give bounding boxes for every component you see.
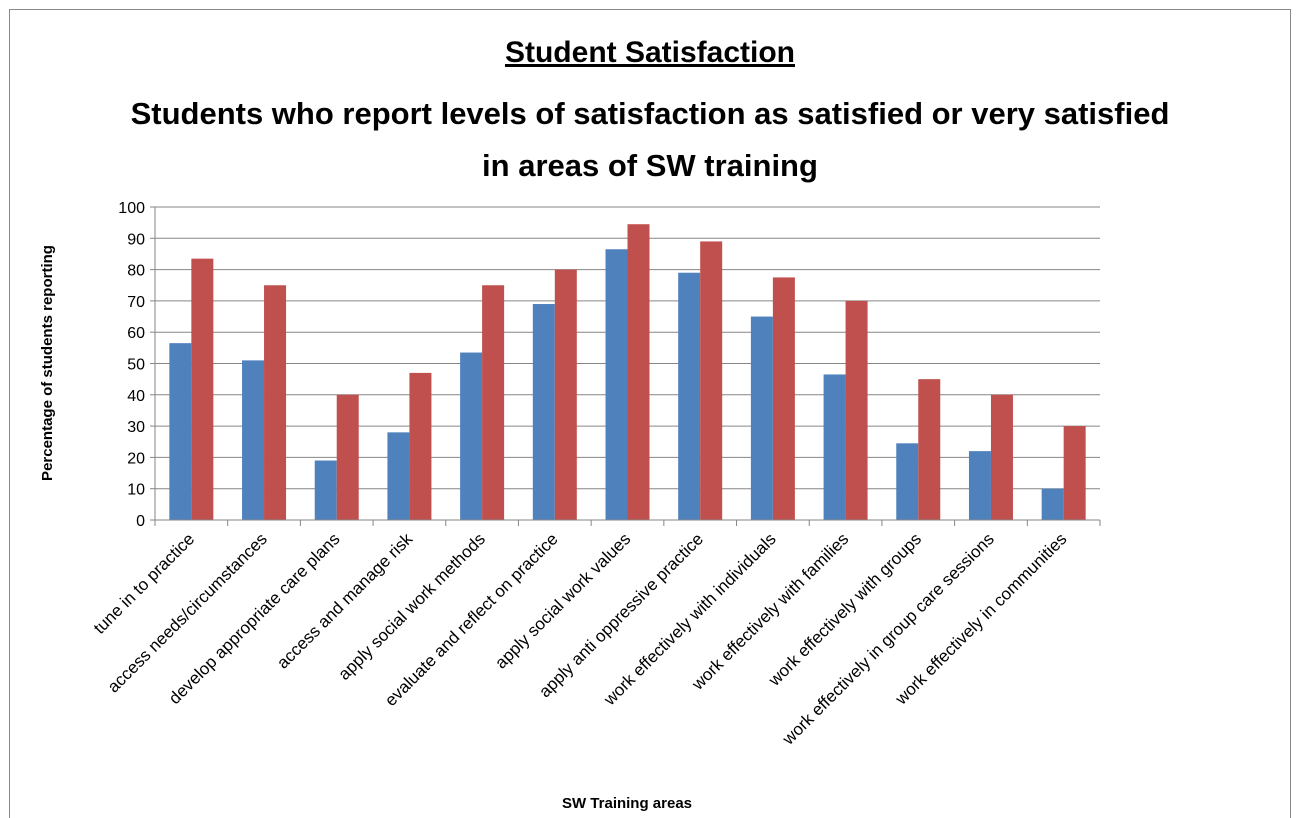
y-tick-label: 60 bbox=[127, 325, 145, 342]
chart-subtitle: Students who report levels of satisfacti… bbox=[130, 96, 1170, 183]
bar bbox=[627, 224, 650, 520]
y-tick-label: 100 bbox=[118, 200, 145, 217]
y-tick-label: 10 bbox=[127, 482, 145, 499]
bar bbox=[314, 460, 337, 520]
bar bbox=[968, 451, 991, 520]
y-tick-label: 30 bbox=[127, 419, 145, 436]
y-tick-label: 20 bbox=[127, 450, 145, 467]
bar bbox=[990, 394, 1013, 520]
bar bbox=[1041, 488, 1064, 520]
bar bbox=[678, 272, 701, 520]
x-tick-label: apply social work methods bbox=[335, 529, 489, 683]
bar bbox=[242, 360, 265, 520]
y-tick-label: 40 bbox=[127, 388, 145, 405]
bar bbox=[191, 258, 214, 520]
bar bbox=[823, 374, 846, 520]
bar bbox=[1063, 426, 1086, 520]
bar bbox=[700, 241, 723, 520]
x-tick-label: apply social work values bbox=[491, 529, 634, 672]
bar bbox=[482, 285, 505, 520]
bar bbox=[264, 285, 287, 520]
chart-border bbox=[9, 9, 1291, 818]
x-tick-label: work effectively with groups bbox=[764, 529, 925, 690]
bar bbox=[460, 352, 483, 520]
bar bbox=[409, 372, 432, 520]
x-tick-label: access and manage risk bbox=[273, 529, 416, 672]
bar bbox=[532, 304, 555, 520]
y-tick-label: 70 bbox=[127, 294, 145, 311]
bar bbox=[750, 316, 773, 520]
bar bbox=[387, 432, 410, 520]
bar bbox=[845, 300, 868, 520]
y-tick-label: 90 bbox=[127, 231, 145, 248]
y-tick-label: 80 bbox=[127, 263, 145, 280]
bar bbox=[605, 249, 628, 520]
x-axis-title: SW Training areas bbox=[562, 795, 692, 812]
y-axis-title: Percentage of students reporting bbox=[39, 245, 56, 481]
x-tick-label: work effectively with families bbox=[688, 529, 853, 694]
bar bbox=[169, 343, 192, 520]
bar bbox=[554, 269, 577, 520]
bar bbox=[896, 443, 919, 520]
y-tick-label: 0 bbox=[136, 513, 145, 530]
y-tick-label: 50 bbox=[127, 357, 145, 374]
chart-title: Student Satisfaction bbox=[504, 36, 796, 69]
bar bbox=[772, 277, 795, 520]
bar bbox=[336, 394, 359, 520]
bar bbox=[918, 379, 941, 520]
